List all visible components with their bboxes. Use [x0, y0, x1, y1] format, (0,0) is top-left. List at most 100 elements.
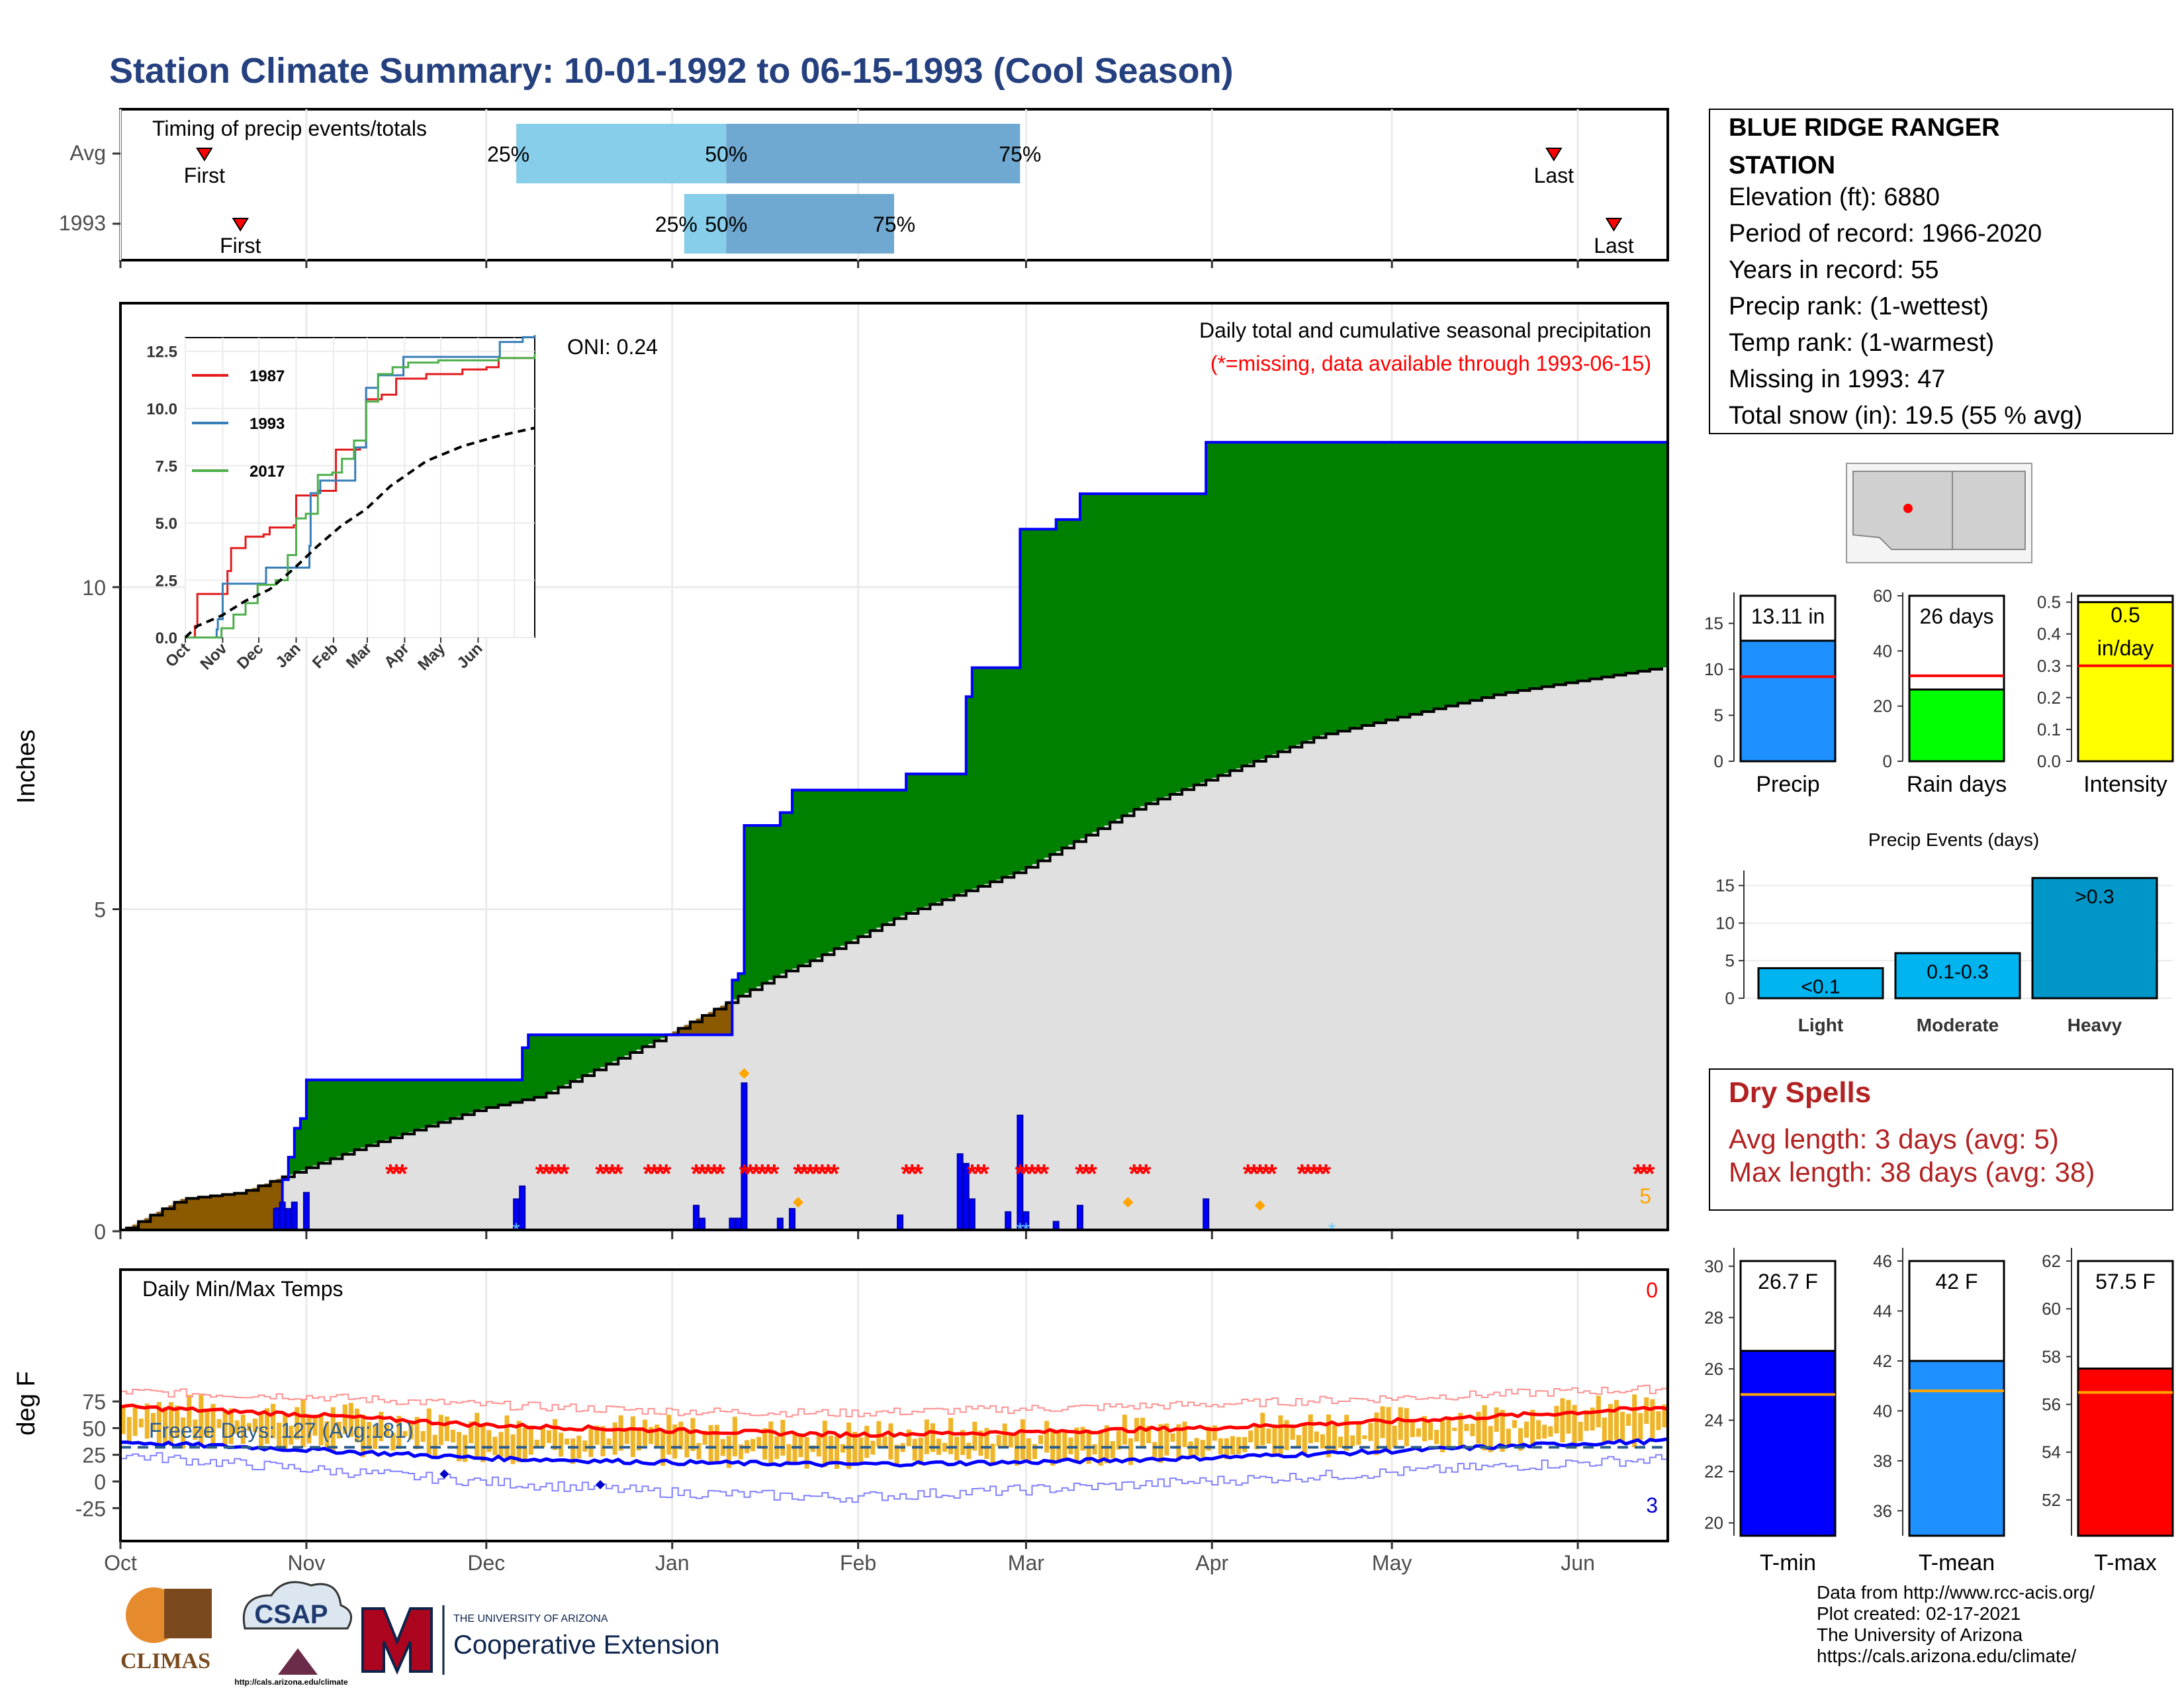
timing-title: Timing of precip events/totals — [152, 117, 427, 140]
snow-marker: * — [1023, 1219, 1030, 1241]
missing-marker: * — [967, 1159, 978, 1188]
missing-marker: * — [763, 1159, 774, 1188]
missing-marker: * — [541, 1159, 552, 1188]
total-y-tick: 40 — [1873, 641, 1892, 661]
daily-precip-bar — [1023, 1211, 1030, 1230]
missing-marker: * — [817, 1159, 827, 1188]
footer-line: Data from http://www.rcc-acis.org/ — [1817, 1582, 2095, 1603]
station-info-line: Total snow (in): 19.5 (55 % avg) — [1729, 402, 2082, 430]
temp-bar — [1739, 1350, 1837, 1537]
missing-marker: * — [799, 1159, 809, 1188]
precip-plot-area: *** ***** **** **** ***** ****** ******* *** ***… — [120, 441, 1802, 1241]
total-y-tick: 15 — [1704, 614, 1723, 633]
daily-max-marker — [739, 1068, 750, 1079]
above-normal-precip-area — [288, 442, 1668, 1175]
missing-marker: * — [655, 1159, 666, 1188]
month-label: Oct — [104, 1551, 137, 1575]
missing-marker: * — [1302, 1159, 1313, 1188]
dry-max-length: Max length: 38 days (avg: 38) — [1729, 1156, 2095, 1188]
missing-marker: * — [709, 1159, 719, 1188]
missing-marker: * — [1087, 1159, 1097, 1188]
temp-bar-y-tick: 60 — [2042, 1299, 2061, 1319]
event-bar-inner-label: <0.1 — [1801, 976, 1840, 998]
normal-precip-area — [122, 666, 1668, 1230]
inset-y-tick: 5.0 — [156, 515, 177, 533]
month-label: Mar — [1008, 1551, 1044, 1575]
daily-max-marker — [1254, 1200, 1265, 1211]
missing-marker: * — [1033, 1159, 1044, 1188]
missing-marker: * — [703, 1159, 713, 1188]
temp-bar-y-tick: 20 — [1704, 1513, 1723, 1533]
missing-marker: * — [715, 1159, 725, 1188]
missing-marker: * — [595, 1159, 606, 1188]
temp-y-tick: 75 — [82, 1390, 106, 1414]
missing-marker: * — [643, 1159, 654, 1188]
daily-precip-bar — [735, 1217, 742, 1230]
event-bar — [2031, 876, 2158, 1000]
daily-precip-bar — [291, 1201, 298, 1230]
temp-bar-y-tick: 36 — [1873, 1501, 1892, 1521]
missing-marker: * — [1081, 1159, 1091, 1188]
below-normal-precip-area — [126, 1002, 733, 1230]
inset-legend-label: 1993 — [250, 415, 285, 433]
temp-bar-y-tick: 38 — [1873, 1451, 1892, 1471]
csap-logo-text: CSAP — [254, 1600, 328, 1629]
daily-precip-bar — [1725, 1228, 1731, 1231]
daily-precip-bar — [1017, 1114, 1024, 1230]
csap-logo-mountain — [278, 1648, 318, 1675]
missing-marker: * — [973, 1159, 983, 1188]
station-location-dot — [1903, 504, 1913, 513]
ua-logo-small-text: THE UNIVERSITY OF ARIZONA — [453, 1613, 608, 1624]
temp-panel-border — [119, 1268, 1669, 1542]
inset-panel — [185, 337, 535, 638]
missing-marker: * — [1639, 1159, 1649, 1188]
total-bar-label: Rain days — [1907, 772, 2007, 797]
missing-marker: * — [1141, 1159, 1152, 1188]
precip-y-label: Inches — [13, 729, 40, 804]
temp-count-bottom: 3 — [1646, 1493, 1658, 1517]
month-label: Jun — [1561, 1551, 1595, 1575]
timing-bar-q25-q50 — [516, 124, 727, 183]
footer-line: https://cals.arizona.edu/climate/ — [1817, 1646, 2076, 1666]
daily-precip-bar — [1797, 1215, 1802, 1231]
total-value-label: 26 days — [1919, 604, 1993, 628]
daily-precip-bar — [519, 1185, 526, 1230]
last-marker — [1545, 148, 1563, 162]
temp-bar-y-tick: 42 — [1873, 1351, 1892, 1371]
precip-corner-count: 5 — [1639, 1184, 1651, 1208]
total-bar-label: Precip — [1756, 772, 1819, 797]
temp-bar-y-tick: 56 — [2042, 1395, 2061, 1415]
station-info-line: Period of record: 1966-2020 — [1729, 220, 2042, 248]
dry-avg-length: Avg length: 3 days (avg: 5) — [1729, 1123, 2059, 1154]
station-info-line: Temp rank: (1-warmest) — [1729, 329, 1994, 357]
record-min-line — [120, 1452, 1668, 1503]
missing-marker: * — [913, 1159, 923, 1188]
missing-marker: * — [1015, 1159, 1026, 1188]
missing-marker: * — [829, 1159, 840, 1188]
month-label: May — [1372, 1551, 1412, 1575]
inset-series-line — [185, 335, 536, 639]
missing-marker: * — [1243, 1159, 1253, 1188]
temp-y-tick: 0 — [94, 1470, 106, 1494]
missing-marker: * — [745, 1159, 756, 1188]
daily-precip-bar — [1677, 1196, 1682, 1231]
missing-marker: * — [397, 1159, 408, 1188]
missing-marker: * — [1129, 1159, 1140, 1188]
daily-precip-bar — [285, 1207, 292, 1230]
total-y-tick: 0.2 — [2037, 688, 2061, 708]
daily-precip-bar — [729, 1217, 736, 1230]
temp-bar-value-label: 42 F — [1935, 1270, 1978, 1293]
dry-spells-box — [1709, 1068, 2173, 1211]
daily-max-marker — [793, 1197, 804, 1208]
temp-bar-y-tick: 40 — [1873, 1401, 1892, 1421]
cumulative-1993-line — [120, 441, 1668, 1230]
temp-bar-value-label: 57.5 F — [2095, 1270, 2156, 1293]
daily-precip-bar — [699, 1217, 706, 1230]
event-bar — [1894, 952, 2021, 1000]
station-name-cont: STATION — [1729, 152, 1835, 179]
total-y-tick: 60 — [1873, 586, 1892, 606]
daily-precip-bar — [897, 1214, 904, 1230]
temp-bar-y-tick: 46 — [1873, 1251, 1892, 1271]
inset-legend-label: 1987 — [250, 367, 285, 385]
inset-y-tick: 7.5 — [156, 458, 177, 476]
